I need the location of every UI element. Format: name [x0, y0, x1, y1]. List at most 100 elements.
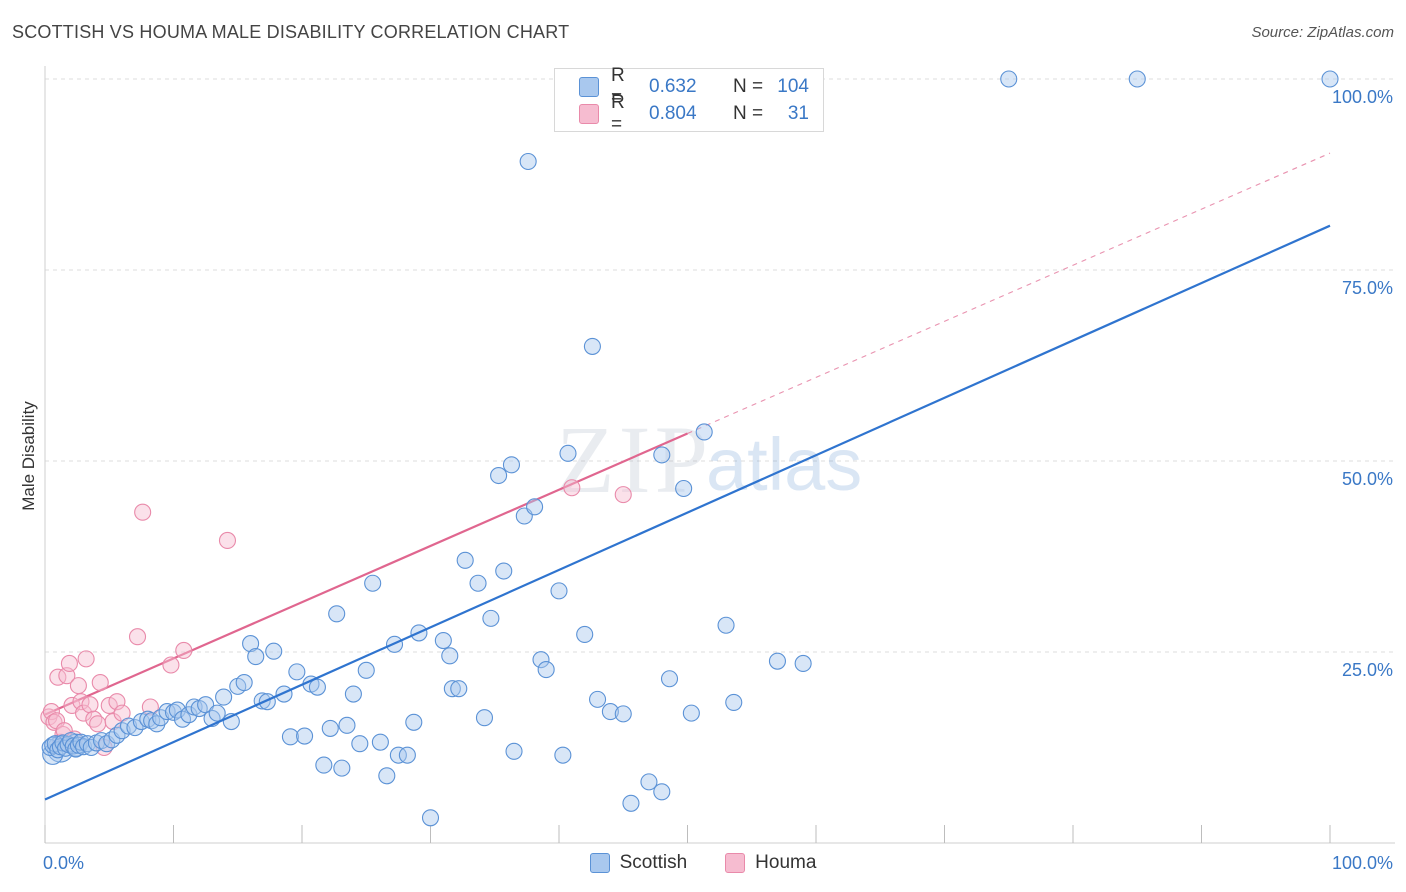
scottish-point: [532, 651, 550, 669]
houma-trend-extension: [687, 152, 1331, 435]
scottish-point: [495, 562, 513, 580]
scottish-point: [308, 678, 326, 696]
houma-trend-line: [44, 432, 688, 716]
y-tick-label: 25.0%: [1342, 660, 1393, 680]
scottish-point: [398, 746, 416, 764]
legend-row-scottish: R = 0.632 N = 104: [579, 65, 809, 108]
scottish-point: [275, 685, 293, 703]
scottish-point: [351, 735, 369, 753]
houma-point: [49, 668, 67, 686]
houma-swatch: [579, 104, 599, 124]
y-tick-label: 50.0%: [1342, 469, 1393, 489]
legend-label-houma: Houma: [755, 852, 817, 873]
x-tick-label: 0.0%: [43, 853, 84, 873]
scottish-point: [235, 674, 253, 692]
scottish-point: [675, 479, 693, 498]
scottish-point: [441, 647, 459, 665]
scottish-point: [357, 661, 375, 679]
scottish-point: [197, 696, 215, 714]
scottish-point: [469, 574, 487, 592]
scottish-point: [242, 635, 260, 653]
scottish-point: [550, 582, 568, 600]
y-tick-label: 100.0%: [1332, 87, 1393, 107]
scottish-point: [247, 648, 265, 666]
legend-n-label: N =: [733, 103, 764, 124]
scottish-trend: [44, 224, 1331, 801]
scottish-point: [281, 728, 299, 746]
scottish-point: [456, 551, 474, 569]
legend-r-label: R =: [611, 92, 625, 135]
stats-legend: R = 0.632 N = 104 R = 0.804 N = 31: [554, 65, 824, 135]
houma-point: [91, 674, 109, 692]
legend-r-label: R =: [611, 65, 625, 108]
x-tick-label: 100.0%: [1332, 853, 1393, 873]
scottish-point: [215, 688, 233, 706]
watermark-zip: ZIP: [556, 406, 712, 513]
scottish-point: [296, 727, 314, 745]
houma-point: [81, 696, 99, 714]
scottish-point: [640, 773, 658, 791]
legend-item-houma[interactable]: Houma: [725, 852, 816, 874]
scottish-point: [389, 746, 407, 764]
legend-r-value: 0.804: [649, 103, 697, 124]
chart-title: SCOTTISH VS HOUMA MALE DISABILITY CORREL…: [12, 22, 570, 42]
scottish-point: [768, 652, 787, 670]
scottish-point: [288, 663, 306, 681]
legend-item-scottish[interactable]: Scottish: [589, 852, 687, 874]
scottish-point: [208, 704, 226, 722]
scottish-trend-line: [44, 224, 1331, 801]
scottish-points: [41, 70, 1339, 827]
houma-point: [75, 704, 93, 722]
legend-r-value: 0.632: [649, 76, 697, 97]
scottish-point: [443, 680, 461, 698]
scottish-point: [794, 654, 812, 673]
houma-point: [100, 696, 118, 715]
scottish-point: [119, 717, 138, 735]
scottish-point: [434, 631, 452, 650]
scottish-point: [490, 466, 508, 485]
legend-n-value: 31: [787, 103, 809, 124]
scottish-point: [450, 680, 468, 698]
scottish-point: [717, 616, 735, 634]
houma-point: [563, 479, 581, 497]
scottish-point: [364, 574, 382, 592]
scottish-point: [1321, 70, 1339, 88]
scottish-point: [559, 444, 577, 462]
scottish-point: [505, 742, 523, 760]
scottish-point: [502, 456, 521, 474]
houma-point: [89, 715, 107, 733]
scottish-point: [601, 703, 619, 721]
scottish-point: [725, 693, 743, 711]
houma-trend: [44, 152, 1331, 716]
houma-point: [218, 531, 237, 550]
scottish-point: [143, 712, 161, 730]
scottish-point: [1000, 70, 1018, 88]
scottish-point: [583, 337, 601, 355]
scottish-point: [537, 661, 555, 679]
houma-point: [42, 703, 60, 721]
scottish-point: [622, 794, 640, 812]
scottish-point: [371, 733, 389, 751]
houma-point: [60, 654, 78, 673]
scottish-point: [576, 625, 594, 643]
series-legend: Scottish Houma: [0, 852, 1406, 874]
watermark: ZIP atlas: [556, 406, 862, 513]
scottish-point: [695, 423, 713, 441]
legend-n-value: 104: [777, 76, 809, 97]
scottish-point: [475, 709, 494, 727]
scottish-point: [328, 605, 346, 623]
houma-point: [162, 656, 180, 674]
scottish-point: [126, 719, 144, 737]
scottish-point: [108, 726, 126, 744]
scottish-point: [588, 690, 607, 708]
scottish-point: [378, 767, 396, 785]
scottish-point: [333, 759, 351, 777]
houma-points: [40, 479, 632, 757]
scottish-swatch: [579, 77, 599, 97]
scottish-point: [614, 705, 632, 723]
scottish-point: [660, 670, 679, 688]
scottish-point: [344, 685, 362, 703]
tick-labels: 25.0% 50.0% 75.0% 100.0% 0.0% 100.0%: [43, 87, 1393, 873]
houma-point: [134, 503, 152, 521]
